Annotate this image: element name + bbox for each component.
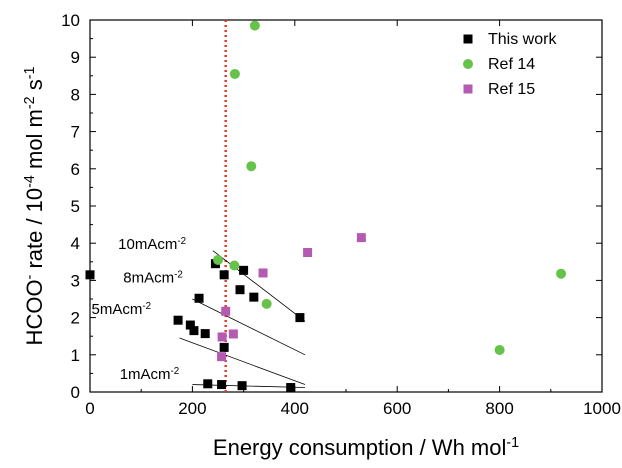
data-point-this-work xyxy=(286,383,296,393)
fit-line xyxy=(179,337,306,385)
legend-marker xyxy=(463,34,473,44)
data-point-this-work xyxy=(235,285,245,295)
annotation-label: 5mAcm-2 xyxy=(92,300,152,318)
legend-label: Ref 14 xyxy=(488,56,535,73)
y-tick-label: 7 xyxy=(71,123,80,142)
y-tick-label: 9 xyxy=(71,48,80,67)
data-point-this-work xyxy=(219,342,229,352)
data-point-ref-15 xyxy=(258,268,268,278)
data-point-this-work xyxy=(237,381,247,391)
data-point-ref-15 xyxy=(356,233,366,243)
x-tick-label: 800 xyxy=(485,399,513,418)
y-tick-label: 10 xyxy=(61,11,80,30)
data-point-this-work xyxy=(185,320,195,330)
data-point-this-work xyxy=(173,315,183,325)
y-tick-label: 4 xyxy=(71,234,80,253)
y-tick-label: 3 xyxy=(71,271,80,290)
fit-line xyxy=(192,298,306,356)
y-tick-label: 5 xyxy=(71,197,80,216)
data-point-this-work xyxy=(249,292,259,302)
data-point-this-work xyxy=(194,293,204,303)
data-point-ref-14 xyxy=(494,344,505,355)
legend-marker xyxy=(463,84,473,94)
data-point-this-work xyxy=(85,270,95,280)
data-point-this-work xyxy=(203,379,213,389)
x-tick-label: 0 xyxy=(85,399,94,418)
legend-label: This work xyxy=(488,31,557,48)
annotation-label: 1mAcm-2 xyxy=(120,365,180,383)
x-tick-label: 600 xyxy=(383,399,411,418)
data-point-ref-15 xyxy=(228,329,238,339)
legend-marker xyxy=(463,59,473,69)
y-tick-label: 1 xyxy=(71,346,80,365)
data-point-ref-14 xyxy=(249,20,260,31)
data-point-ref-15 xyxy=(303,248,313,257)
x-tick-label: 200 xyxy=(178,399,206,418)
data-point-ref-15 xyxy=(217,332,227,342)
data-point-this-work xyxy=(219,270,229,280)
y-tick-label: 0 xyxy=(71,383,80,402)
x-tick-label: 1000 xyxy=(583,399,621,418)
data-point-this-work xyxy=(200,329,210,339)
fit-line xyxy=(212,250,306,322)
y-tick-label: 2 xyxy=(71,309,80,328)
data-point-this-work xyxy=(239,265,249,275)
plot-frame xyxy=(89,19,603,393)
data-point-ref-14 xyxy=(246,161,257,172)
data-point-ref-14 xyxy=(261,298,272,309)
x-axis-title: Energy consumption / Wh mol-1 xyxy=(213,435,519,460)
data-point-this-work xyxy=(189,326,199,336)
data-point-this-work xyxy=(295,313,305,323)
legend-label: Ref 15 xyxy=(488,81,535,98)
data-point-ref-14 xyxy=(229,68,240,79)
annotation-label: 8mAcm-2 xyxy=(123,269,183,287)
data-point-ref-14 xyxy=(213,254,223,265)
y-tick-label: 8 xyxy=(71,85,80,104)
data-point-ref-15 xyxy=(217,352,227,362)
data-point-this-work xyxy=(217,380,227,390)
data-point-ref-14 xyxy=(556,268,567,279)
x-tick-label: 400 xyxy=(281,399,309,418)
data-point-ref-15 xyxy=(221,306,231,316)
data-point-ref-14 xyxy=(229,260,240,271)
y-tick-label: 6 xyxy=(71,160,80,179)
y-axis-title: HCOO- rate / 10-4 mol m-2 s-1 xyxy=(22,67,47,346)
annotation-label: 10mAcm-2 xyxy=(118,235,186,253)
